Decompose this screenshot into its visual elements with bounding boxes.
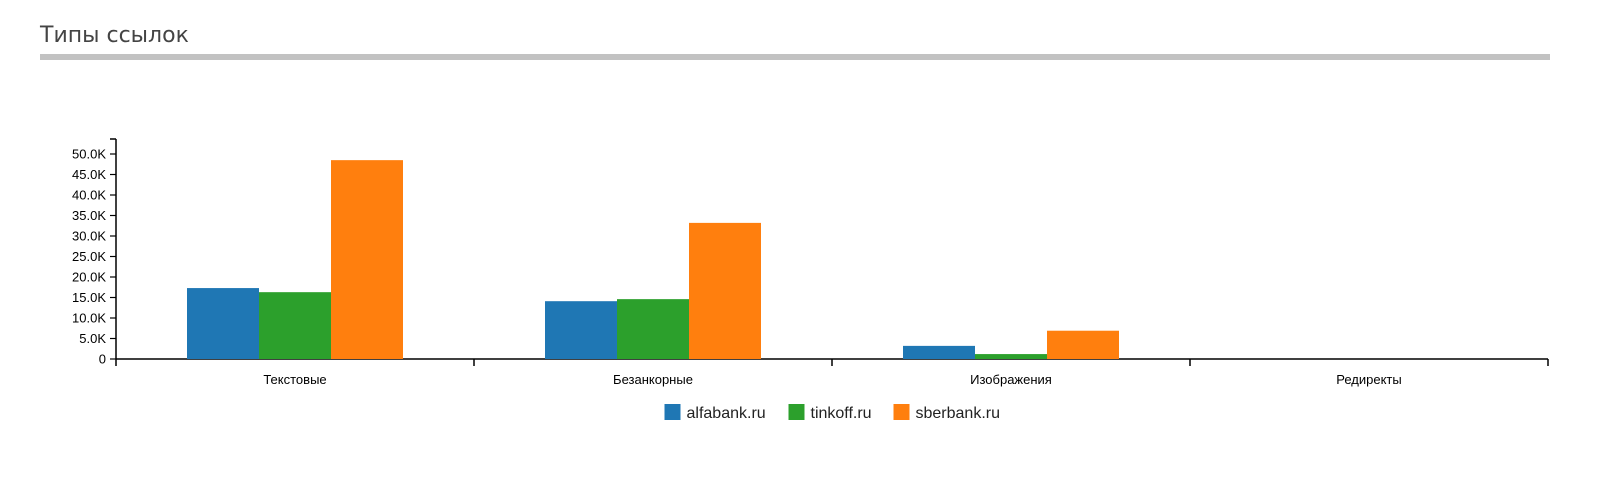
bar-sberbank-ru-1[interactable]	[689, 222, 761, 359]
section-divider	[40, 54, 1550, 60]
y-axis: 0 5.0K 10.0K 15.0K 20.0K 25.0K 30.0K 35.0K 40.0K…	[72, 138, 117, 367]
legend-swatch	[664, 404, 681, 420]
legend-swatch	[893, 404, 910, 420]
x-category-label: Безанкорные	[613, 372, 693, 387]
x-axis: Текстовые Безанкорные Изображения Редиректы	[115, 358, 1549, 387]
y-tick-label: 20.0K	[72, 270, 106, 285]
legend-label: tinkoff.ru	[811, 405, 872, 422]
y-tick-label: 30.0K	[72, 229, 106, 244]
bar-tinkoff-ru-1[interactable]	[617, 299, 689, 359]
bar-sberbank-ru-2[interactable]	[1047, 330, 1119, 359]
section-header: Типы ссылок	[40, 18, 1550, 60]
legend-item-sberbank-ru[interactable]: sberbank.ru	[893, 404, 1001, 422]
y-tick-label: 15.0K	[72, 290, 106, 305]
y-tick-label: 25.0K	[72, 249, 106, 264]
bar-tinkoff-ru-0[interactable]	[259, 292, 331, 359]
bar-sberbank-ru-0[interactable]	[331, 160, 403, 359]
y-tick-label: 50.0K	[72, 147, 106, 162]
y-tick-label: 5.0K	[79, 331, 106, 346]
bar-alfabank-ru-0[interactable]	[187, 288, 259, 359]
x-category-label: Редиректы	[1336, 372, 1401, 387]
y-tick-label: 0	[99, 352, 106, 367]
x-category-label: Изображения	[970, 372, 1052, 387]
legend-label: alfabank.ru	[687, 405, 766, 422]
legend-item-tinkoff-ru[interactable]: tinkoff.ru	[788, 404, 872, 422]
y-tick-label: 35.0K	[72, 208, 106, 223]
legend-label: sberbank.ru	[916, 405, 1001, 422]
legend: alfabank.ru tinkoff.ru sberbank.ru	[664, 404, 1001, 422]
bar-alfabank-ru-2[interactable]	[903, 345, 975, 359]
legend-swatch	[788, 404, 805, 420]
y-tick-label: 40.0K	[72, 188, 106, 203]
x-category-label: Текстовые	[263, 372, 326, 387]
y-tick-label: 45.0K	[72, 167, 106, 182]
bar-tinkoff-ru-2[interactable]	[975, 354, 1047, 359]
section-title: Типы ссылок	[40, 23, 189, 48]
bar-alfabank-ru-1[interactable]	[545, 301, 617, 359]
bars	[187, 160, 1119, 359]
y-tick-label: 10.0K	[72, 311, 106, 326]
legend-item-alfabank-ru[interactable]: alfabank.ru	[664, 404, 766, 422]
